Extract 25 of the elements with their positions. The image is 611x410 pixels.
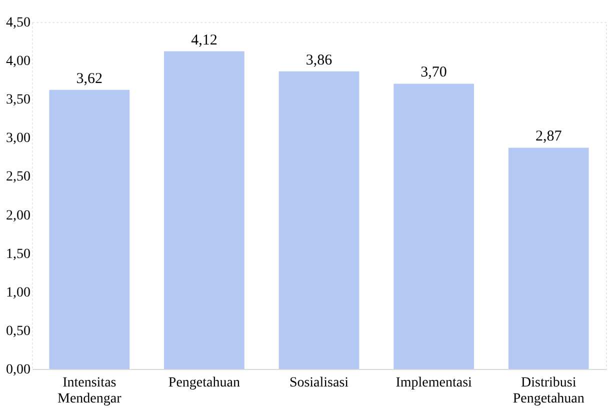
y-tick-label: 4,00 xyxy=(6,54,30,70)
y-tick-label: 3,00 xyxy=(6,131,30,146)
y-tick-label: 0,00 xyxy=(6,362,30,378)
bar xyxy=(508,148,589,369)
x-tick-label: Pengetahuan xyxy=(168,376,240,390)
data-label: 3,62 xyxy=(76,70,103,87)
y-tick-label: 1,00 xyxy=(6,285,30,300)
bar xyxy=(164,51,244,369)
bar xyxy=(278,71,360,369)
bar xyxy=(394,84,474,369)
data-label: 3,70 xyxy=(420,64,447,81)
x-tick-label: Intensitas Mendengar xyxy=(58,376,122,406)
y-tick-label: 2,00 xyxy=(6,208,30,224)
x-tick-label: Implementasi xyxy=(396,376,472,390)
data-label: 2,87 xyxy=(535,128,562,145)
x-tick-label: Distribusi Pengetahuan xyxy=(512,376,584,406)
y-tick-label: 4,50 xyxy=(6,16,30,30)
y-tick-label: 3,50 xyxy=(6,92,30,108)
y-tick-label: 0,50 xyxy=(6,324,30,339)
bar xyxy=(49,90,130,369)
data-label: 4,12 xyxy=(191,32,218,48)
y-tick-label: 2,50 xyxy=(6,170,30,185)
data-label: 3,86 xyxy=(306,52,333,68)
x-tick-label: Sosialisasi xyxy=(289,376,349,390)
y-tick-label: 1,50 xyxy=(6,246,30,262)
